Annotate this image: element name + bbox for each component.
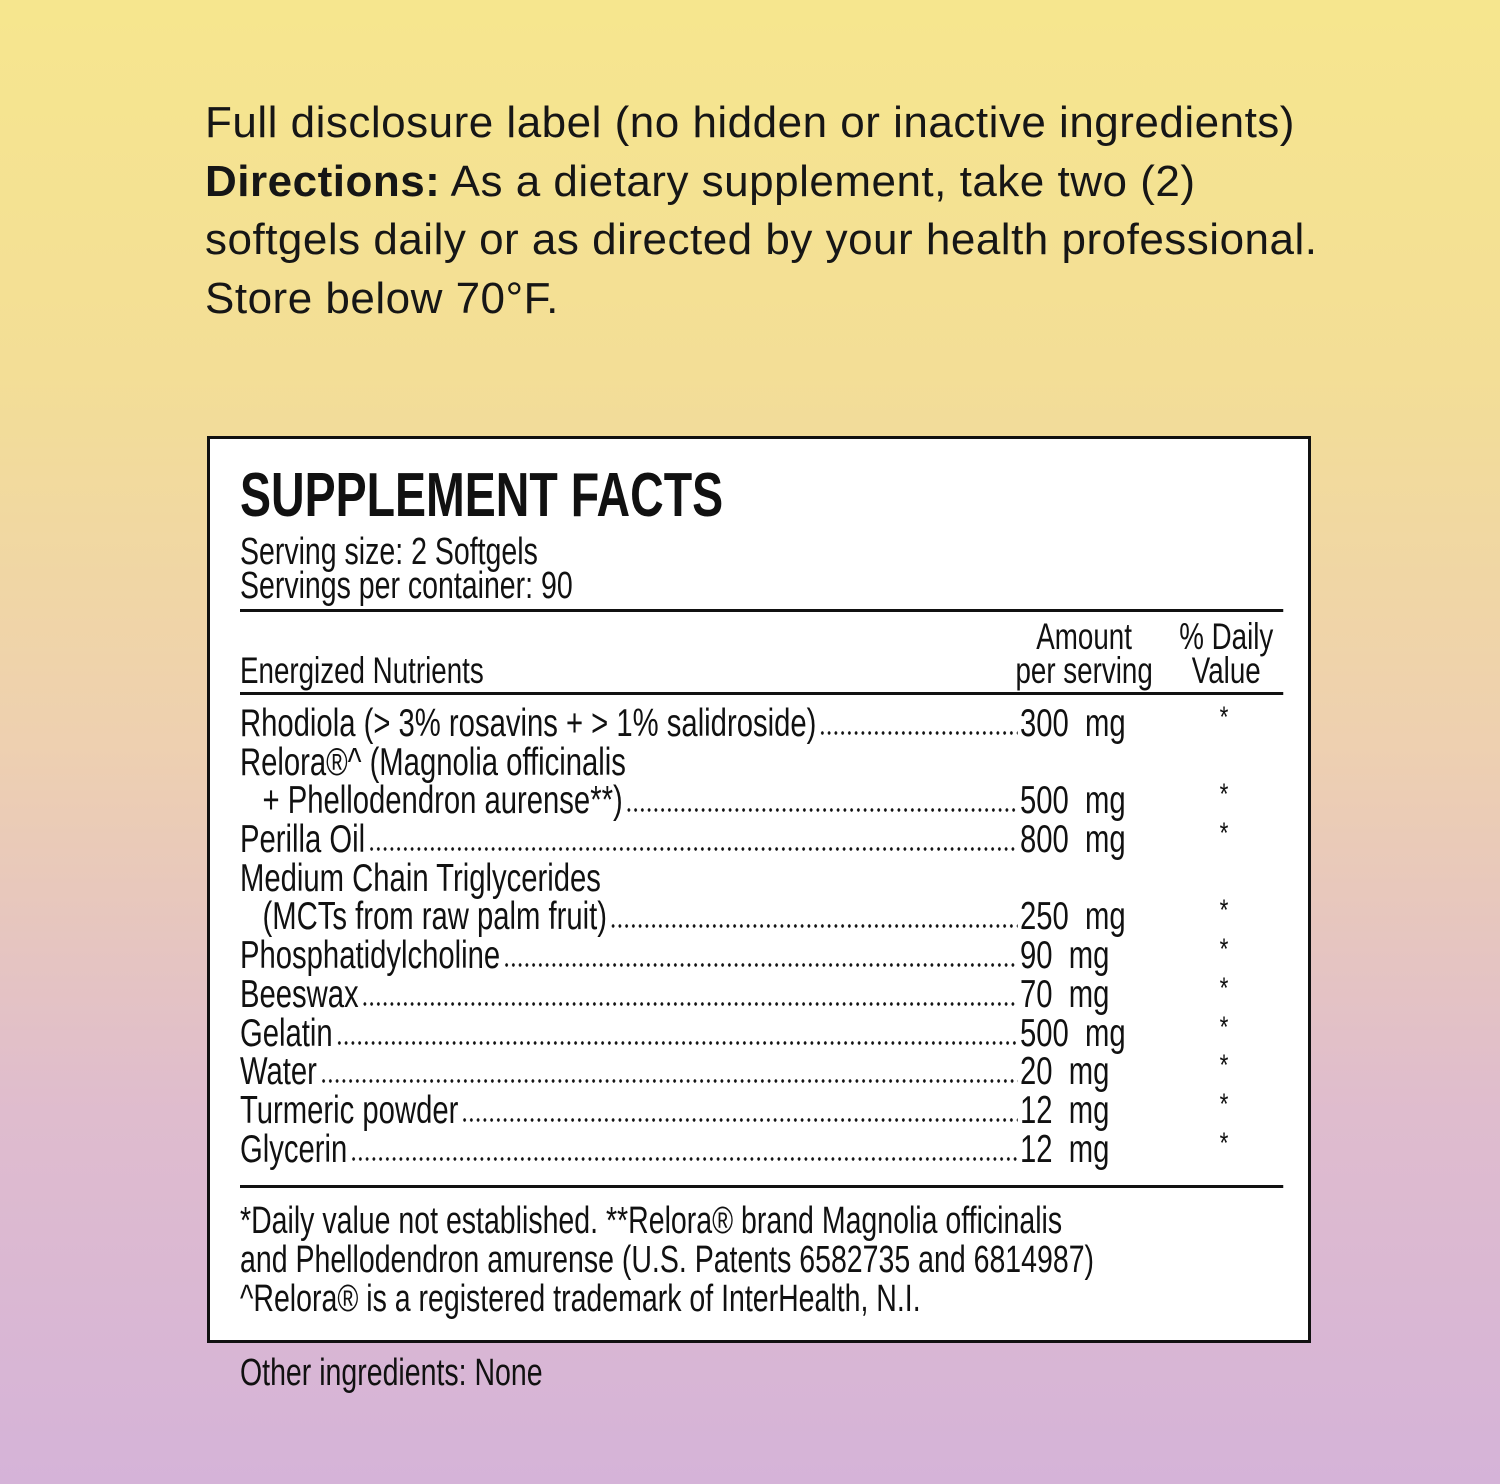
nutrient-rows: Rhodiola (> 3% rosavins + > 1% salidrosi…	[240, 695, 1283, 1169]
daily-value: *	[1219, 817, 1229, 851]
supplement-facts-panel: SUPPLEMENT FACTS Serving size: 2 Softgel…	[207, 436, 1311, 1343]
nutrient-amount: 800 mg	[1020, 818, 1126, 862]
dot-leader	[336, 1039, 1018, 1046]
daily-value: *	[1219, 933, 1229, 967]
nutrient-row: Water 20 mg *	[240, 1049, 1283, 1094]
header-daily-value: % Daily Value	[1174, 616, 1279, 691]
dot-leader	[625, 807, 1018, 814]
nutrient-name: Relora®^ (Magnolia officinalis	[240, 740, 626, 784]
header-amount: Amount per serving	[1004, 616, 1164, 691]
header-dv-line1: % Daily	[1179, 616, 1274, 657]
daily-value: *	[1219, 971, 1229, 1005]
footnote: ^Relora® is a registered trademark of In…	[240, 1278, 921, 1321]
daily-value: *	[1219, 894, 1229, 928]
nutrient-row: Relora®^ (Magnolia officinalis	[240, 740, 1283, 784]
nutrient-amount: 70 mg	[1020, 972, 1110, 1016]
divider	[240, 1185, 1284, 1189]
daily-value: *	[1219, 1126, 1229, 1160]
dot-leader	[609, 923, 1018, 930]
dot-leader	[361, 1000, 1018, 1007]
directions: Directions: As a dietary supplement, tak…	[205, 153, 1325, 329]
nutrient-amount: 90 mg	[1020, 934, 1110, 978]
other-ingredients: Other ingredients: None	[240, 1352, 543, 1394]
daily-value: *	[1219, 1049, 1229, 1083]
divider	[240, 609, 1284, 612]
header-dv-line2: Value	[1191, 650, 1261, 691]
nutrient-row: Rhodiola (> 3% rosavins + > 1% salidrosi…	[240, 701, 1283, 745]
daily-value: *	[1219, 1010, 1229, 1044]
nutrient-name: Perilla Oil	[240, 818, 366, 862]
disclosure-text: Full disclosure label (no hidden or inac…	[205, 98, 1295, 147]
nutrient-amount: 12 mg	[1020, 1127, 1110, 1171]
nutrient-name: Glycerin	[240, 1127, 348, 1171]
nutrient-row: Gelatin 500 mg *	[240, 1011, 1283, 1055]
dot-leader	[350, 1155, 1018, 1162]
nutrient-row: Perilla Oil 800 mg *	[240, 817, 1283, 862]
header-amount-line1: Amount	[1036, 616, 1132, 657]
daily-value: *	[1219, 1087, 1229, 1121]
serving-size: Serving size: 2 Softgels	[240, 531, 538, 573]
nutrient-amount: 250 mg	[1020, 895, 1126, 939]
servings-per-container: Servings per container: 90	[240, 565, 573, 607]
nutrient-amount: 12 mg	[1020, 1088, 1110, 1132]
nutrient-name: Rhodiola (> 3% rosavins + > 1% salidrosi…	[240, 702, 817, 745]
nutrient-amount: 300 mg	[1020, 702, 1126, 745]
footnote: *Daily value not established. **Relora® …	[240, 1200, 1063, 1243]
nutrient-row: (MCTs from raw palm fruit) 250 mg *	[240, 894, 1283, 939]
nutrient-name: + Phellodendron aurense**)	[262, 779, 623, 823]
nutrient-name: Gelatin	[240, 1011, 333, 1055]
nutrient-row: Medium Chain Triglycerides	[240, 856, 1283, 900]
dot-leader	[368, 846, 1018, 853]
nutrient-amount: 500 mg	[1020, 779, 1126, 823]
nutrient-name: Turmeric powder	[240, 1088, 459, 1132]
nutrient-amount: 500 mg	[1020, 1011, 1126, 1055]
dot-leader	[461, 1116, 1018, 1123]
nutrient-amount: 20 mg	[1020, 1050, 1110, 1094]
facts-title: SUPPLEMENT FACTS	[240, 461, 724, 530]
nutrient-row: Phosphatidylcholine 90 mg *	[240, 933, 1283, 978]
intro-text: Full disclosure label (no hidden or inac…	[205, 94, 1325, 328]
table-header: Energized Nutrients Amount per serving % …	[240, 612, 1283, 692]
nutrient-row: Glycerin 12 mg *	[240, 1127, 1283, 1171]
dot-leader	[819, 730, 1018, 736]
daily-value: *	[1219, 778, 1229, 812]
nutrient-name: (MCTs from raw palm fruit)	[262, 895, 608, 939]
header-amount-line2: per serving	[1015, 650, 1153, 691]
nutrient-name: Phosphatidylcholine	[240, 934, 501, 978]
footnotes: *Daily value not established. **Relora® …	[240, 1188, 1283, 1319]
dot-leader	[503, 962, 1018, 969]
nutrient-row: Beeswax 70 mg *	[240, 972, 1283, 1016]
divider	[240, 692, 1284, 695]
nutrient-row: Turmeric powder 12 mg *	[240, 1088, 1283, 1132]
footnote: and Phellodendron amurense (U.S. Patents…	[240, 1239, 1095, 1282]
nutrient-name: Medium Chain Triglycerides	[240, 856, 601, 900]
nutrient-row: + Phellodendron aurense**) 500 mg *	[240, 778, 1283, 823]
directions-label: Directions:	[205, 156, 441, 206]
header-nutrients: Energized Nutrients	[240, 650, 484, 691]
nutrient-name: Water	[240, 1050, 317, 1094]
dot-leader	[320, 1078, 1018, 1085]
directions-text: As a dietary supplement, take two (2) so…	[205, 156, 1318, 323]
daily-value: *	[1219, 701, 1229, 734]
nutrient-name: Beeswax	[240, 972, 359, 1016]
